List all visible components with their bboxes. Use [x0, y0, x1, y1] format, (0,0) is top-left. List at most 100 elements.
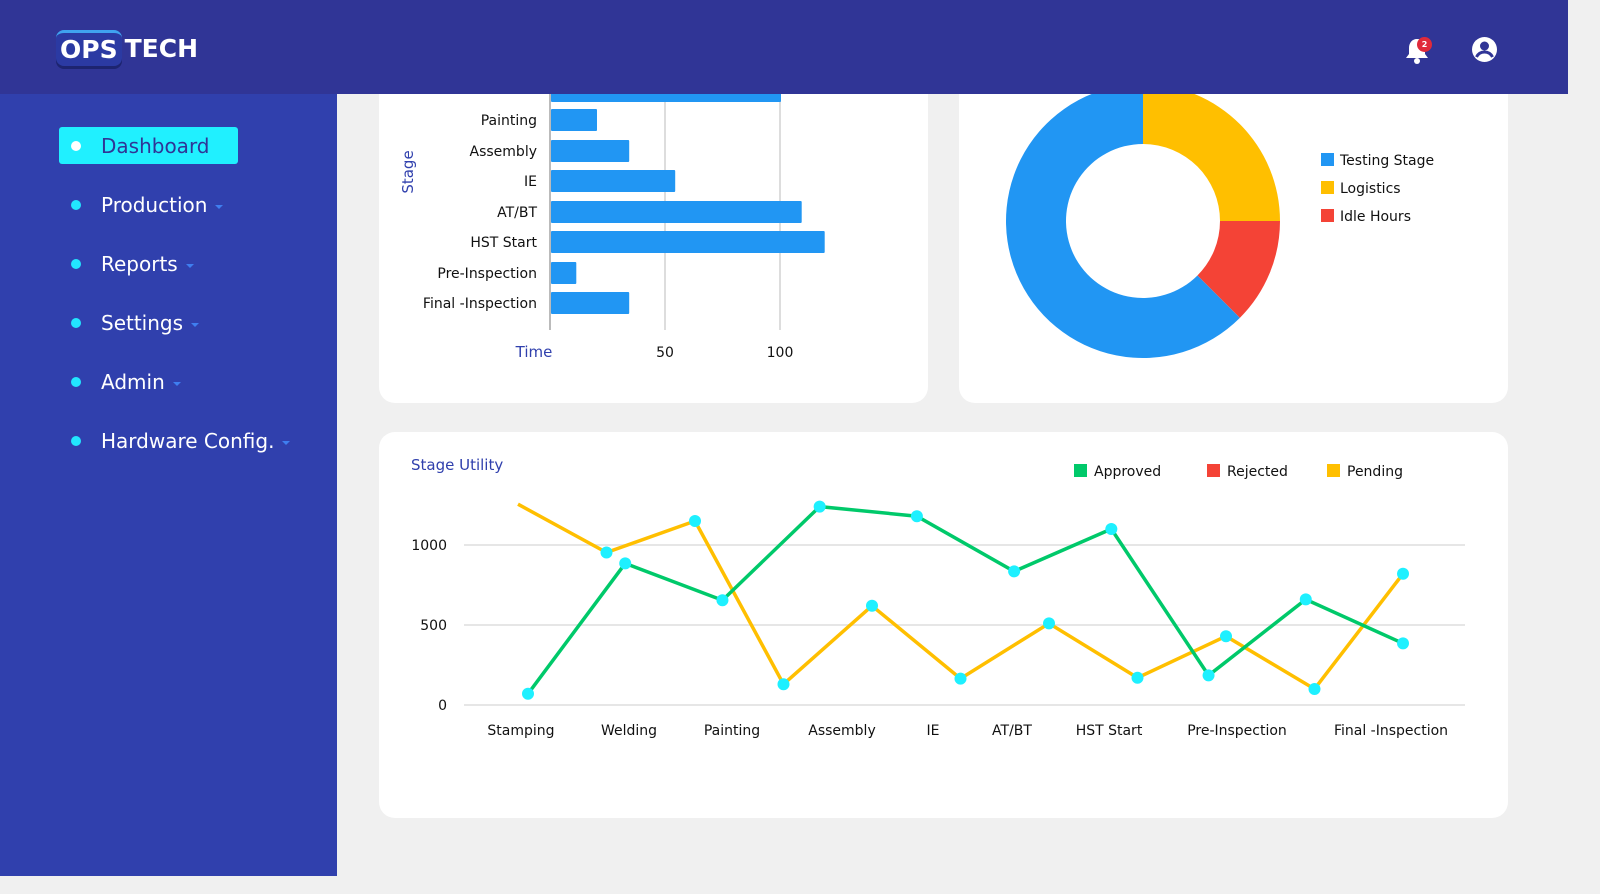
legend-swatch: [1321, 209, 1334, 222]
y-tick-label: 0: [438, 698, 447, 714]
bar: [551, 262, 577, 284]
stage-time-bar-chart: Painting Assembly IE AT/BT HST Start Pre-Insp…: [399, 80, 825, 361]
bullet-icon: [71, 376, 81, 387]
legend-swatch: [1327, 464, 1340, 477]
sidebar: Dashboard Production Reports Settings Admin H…: [0, 94, 337, 876]
caret-down-icon[interactable]: [172, 381, 181, 386]
y-tick-label: 500: [420, 618, 447, 634]
sidebar-item-settings[interactable]: Settings: [59, 304, 200, 341]
x-tick-label: Final -Inspection: [1334, 723, 1448, 739]
legend-label: Logistics: [1340, 181, 1401, 197]
x-tick-label: Assembly: [808, 723, 875, 739]
logo-ops: OPS: [56, 30, 122, 66]
bar: [551, 231, 825, 253]
donut-slice: [1005, 84, 1240, 359]
chart-title: Stage Utility: [411, 456, 503, 474]
data-point: [1131, 671, 1144, 684]
bar-label: Assembly: [470, 144, 537, 160]
legend-swatch: [1321, 153, 1334, 166]
sidebar-item-hardware-config[interactable]: Hardware Config.: [59, 422, 291, 459]
bullet-icon: [71, 317, 81, 328]
legend-swatch: [1207, 464, 1220, 477]
bar: [551, 170, 676, 192]
stage-utility-line-chart: Stage Utility 0 500 1000 Stamping Welding Pain…: [411, 456, 1465, 739]
data-point: [1043, 617, 1055, 630]
data-point: [866, 599, 878, 612]
bar-label: Final -Inspection: [423, 296, 537, 312]
sidebar-item-label: Reports: [101, 251, 178, 276]
donut-slice: [1143, 84, 1280, 221]
data-point: [1105, 523, 1118, 535]
series-line-approved: [526, 504, 1404, 695]
legend-swatch: [1074, 464, 1087, 477]
data-point: [1397, 567, 1409, 580]
bullet-icon: [71, 435, 81, 446]
series-line-pending: [517, 502, 1405, 692]
data-point: [954, 672, 967, 685]
x-tick-label: 100: [767, 345, 794, 361]
data-point: [1220, 630, 1232, 643]
sidebar-item-production[interactable]: Production: [59, 186, 224, 223]
sidebar-item-label: Settings: [101, 310, 184, 335]
user-account-icon[interactable]: [1471, 36, 1498, 63]
bar-label: HST Start: [470, 235, 537, 251]
x-tick-label: Pre-Inspection: [1187, 723, 1287, 739]
caret-down-icon[interactable]: [185, 263, 194, 268]
logo[interactable]: OPS TECH: [56, 30, 198, 66]
legend-label: Testing Stage: [1339, 153, 1434, 169]
data-point: [522, 687, 534, 700]
data-point: [1299, 593, 1312, 606]
data-point: [1008, 565, 1021, 578]
sidebar-item-dashboard[interactable]: Dashboard: [59, 127, 238, 164]
x-tick-label: Painting: [704, 723, 760, 739]
donut-slice: [1197, 221, 1280, 318]
data-point: [600, 546, 613, 559]
data-point: [689, 515, 701, 527]
time-distribution-card: Testing Stage Logistics Idle Hours: [959, 40, 1508, 403]
data-point: [1202, 669, 1215, 682]
y-axis-title: Stage: [399, 150, 417, 193]
data-point: [910, 510, 923, 523]
stage-utility-card: Stage Utility 0 500 1000 Stamping Welding Pain…: [379, 432, 1508, 818]
bullet-icon: [71, 140, 81, 151]
bar-label: Pre-Inspection: [437, 266, 537, 282]
bar: [551, 292, 630, 314]
caret-down-icon[interactable]: [191, 322, 200, 327]
legend-label: Rejected: [1227, 464, 1288, 480]
x-tick-label: 50: [656, 345, 674, 361]
bullet-icon: [71, 258, 81, 269]
x-axis-title: Time: [515, 343, 553, 361]
legend-label: Idle Hours: [1340, 209, 1411, 225]
data-point: [716, 594, 729, 607]
sidebar-item-label: Production: [101, 192, 208, 217]
sidebar-item-label: Dashboard: [101, 133, 210, 158]
x-tick-label: HST Start: [1076, 723, 1143, 739]
x-tick-label: Welding: [601, 723, 657, 739]
bar-label: Painting: [481, 113, 537, 129]
legend-label: Approved: [1094, 464, 1161, 480]
x-tick-label: IE: [927, 723, 940, 739]
legend-label: Pending: [1347, 464, 1403, 480]
sidebar-item-reports[interactable]: Reports: [59, 245, 194, 282]
x-tick-label: AT/BT: [992, 723, 1032, 739]
notification-badge: 2: [1417, 37, 1432, 52]
bar-label: IE: [524, 174, 537, 190]
caret-down-icon[interactable]: [282, 440, 291, 445]
bar: [551, 109, 597, 131]
y-tick-label: 1000: [411, 538, 447, 554]
data-point: [1397, 637, 1409, 650]
logo-tech: TECH: [124, 33, 198, 63]
sidebar-item-label: Admin: [101, 369, 165, 394]
x-tick-label: Stamping: [487, 723, 554, 739]
data-point: [1308, 683, 1321, 695]
legend-swatch: [1321, 181, 1334, 194]
caret-down-icon[interactable]: [215, 204, 224, 209]
data-point: [777, 678, 790, 691]
donut-chart: Testing Stage Logistics Idle Hours: [1005, 84, 1434, 359]
bullet-icon: [71, 199, 81, 210]
bar: [551, 201, 802, 223]
bar-label: AT/BT: [497, 205, 537, 221]
stage-time-card: Painting Assembly IE AT/BT HST Start Pre-Insp…: [379, 40, 928, 403]
top-header: OPS TECH 2: [0, 0, 1568, 94]
sidebar-item-admin[interactable]: Admin: [59, 363, 181, 400]
